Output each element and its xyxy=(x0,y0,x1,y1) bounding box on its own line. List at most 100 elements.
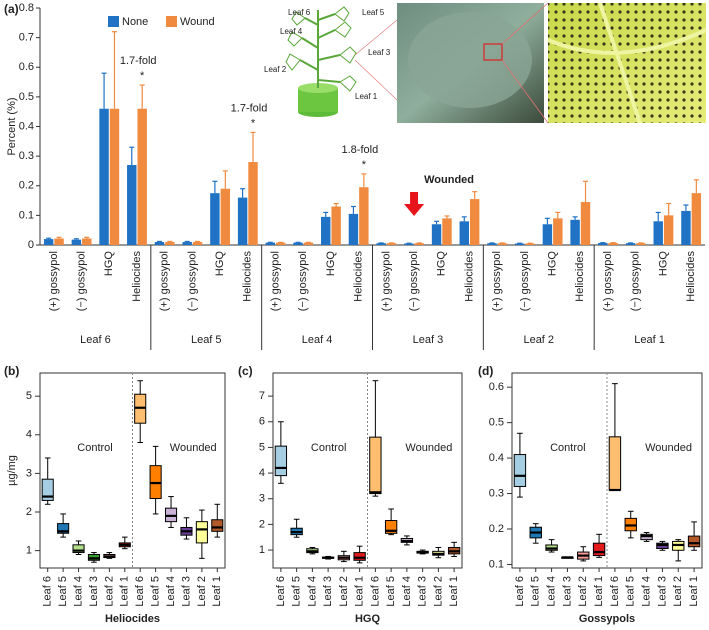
bar xyxy=(376,243,386,245)
bar xyxy=(99,108,109,245)
wounded-arrow xyxy=(404,192,425,216)
significance-star: * xyxy=(251,117,256,129)
bar xyxy=(43,239,54,245)
x-tick-label: Heliocides xyxy=(463,251,475,302)
x-tick-label: (+) gossypol xyxy=(269,251,281,311)
x-tick-label: Leaf 3 xyxy=(417,576,429,607)
bar xyxy=(625,243,636,245)
legend-label: None xyxy=(122,16,148,28)
bar xyxy=(414,243,424,245)
x-tick-label: Heliocides xyxy=(353,251,365,302)
x-tick-label: Leaf 3 xyxy=(180,576,192,607)
bar xyxy=(598,242,608,245)
x-tick-label: Leaf 2 xyxy=(338,576,350,607)
group-label: Wounded xyxy=(405,442,452,454)
y-tick-label: 0.4 xyxy=(489,452,504,464)
x-tick-label: Leaf 2 xyxy=(196,576,208,607)
x-tick-label: Leaf 4 xyxy=(72,576,84,607)
box xyxy=(513,454,527,487)
x-tick-label: Leaf 1 xyxy=(354,576,366,607)
group-label: Leaf 2 xyxy=(523,334,554,346)
bar xyxy=(237,197,248,245)
bar xyxy=(248,162,258,245)
group-label: Leaf 1 xyxy=(634,334,665,346)
x-tick-label: Leaf 4 xyxy=(306,576,318,607)
x-tick-label: Leaf 6 xyxy=(275,576,287,607)
bar xyxy=(487,243,497,245)
x-axis-label: HGQ xyxy=(355,613,381,625)
bar xyxy=(182,242,192,245)
y-tick-label: 5 xyxy=(26,390,32,402)
y-tick-label: 1 xyxy=(259,544,265,556)
bar xyxy=(359,187,369,245)
y-tick-label: 0.6 xyxy=(489,381,504,393)
group-label: Wounded xyxy=(645,442,692,454)
group-label: Leaf 6 xyxy=(80,334,111,346)
x-tick-label: (−) gossypol xyxy=(297,251,309,311)
y-tick-label: 0.1 xyxy=(489,558,504,570)
y-tick-label: 2 xyxy=(26,506,32,518)
x-tick-label: Leaf 5 xyxy=(57,576,69,607)
leaf-label: Leaf 2 xyxy=(264,65,287,74)
y-axis-label: µg/mg xyxy=(6,455,18,486)
fold-annotation: 1.8-fold xyxy=(342,144,379,156)
box xyxy=(687,535,701,548)
bar xyxy=(127,165,137,245)
x-tick-label: HGQ xyxy=(325,251,337,277)
bar xyxy=(681,210,691,245)
group-label: Leaf 4 xyxy=(302,334,333,346)
x-tick-label: HGQ xyxy=(436,251,448,277)
x-tick-label: Leaf 6 xyxy=(369,576,381,607)
y-tick-label: 0.8 xyxy=(19,2,34,14)
bar xyxy=(348,213,359,245)
leaf-photos xyxy=(354,2,707,124)
group-label: Control xyxy=(550,442,585,454)
x-tick-label: HGQ xyxy=(547,251,559,277)
bar xyxy=(210,193,220,245)
x-tick-label: Leaf 3 xyxy=(561,576,573,607)
y-tick-label: 4 xyxy=(26,429,32,441)
x-tick-label: Leaf 1 xyxy=(211,576,223,607)
box xyxy=(608,436,622,491)
group-label: Leaf 3 xyxy=(413,334,444,346)
bar xyxy=(276,242,286,245)
x-tick-label: HGQ xyxy=(214,251,226,277)
y-tick-label: 3 xyxy=(26,467,32,479)
box xyxy=(369,436,382,495)
group-label: Control xyxy=(77,442,112,454)
bar xyxy=(192,242,203,245)
x-axis-label: Gossypols xyxy=(579,613,635,625)
box xyxy=(72,544,85,554)
x-tick-label: Heliocides xyxy=(242,251,254,302)
y-tick-label: 0.4 xyxy=(19,120,34,132)
x-tick-label: Leaf 2 xyxy=(577,576,589,607)
x-tick-label: Leaf 2 xyxy=(432,576,444,607)
x-tick-label: Leaf 2 xyxy=(672,576,684,607)
x-tick-label: Leaf 6 xyxy=(514,576,526,607)
bar xyxy=(303,242,314,245)
bar xyxy=(54,238,64,245)
x-tick-label: Leaf 2 xyxy=(103,576,115,607)
x-tick-label: Leaf 1 xyxy=(119,576,131,607)
y-tick-label: 0.3 xyxy=(19,150,34,162)
bar xyxy=(386,243,397,245)
bar xyxy=(469,199,480,245)
x-tick-label: (−) gossypol xyxy=(408,251,420,311)
leaf-label: Leaf 3 xyxy=(368,48,391,57)
x-tick-label: Leaf 1 xyxy=(448,576,460,607)
x-tick-label: Leaf 4 xyxy=(165,576,177,607)
x-tick-label: (+) gossypol xyxy=(380,251,392,311)
bar xyxy=(82,238,92,245)
y-tick-label: 0.2 xyxy=(19,180,34,192)
fold-annotation: 1.7-fold xyxy=(231,102,268,114)
x-tick-label: Leaf 5 xyxy=(150,576,162,607)
x-tick-label: Heliocides xyxy=(574,251,586,302)
y-tick-label: 0.1 xyxy=(19,209,34,221)
panel-label: (b) xyxy=(4,364,19,378)
bar xyxy=(553,218,563,245)
x-tick-label: (−) gossypol xyxy=(75,251,87,311)
group-label: Control xyxy=(311,442,346,454)
legend-swatch xyxy=(108,16,119,27)
y-tick-label: 0.2 xyxy=(489,523,504,535)
